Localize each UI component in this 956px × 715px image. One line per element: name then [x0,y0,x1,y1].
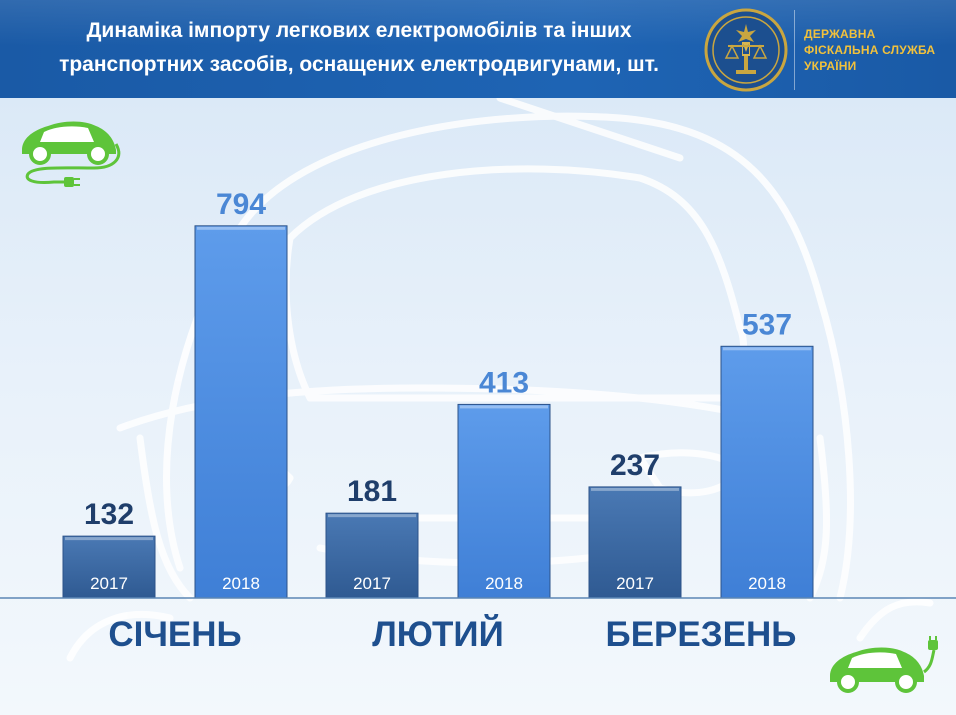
agency-line-1: ДЕРЖАВНА [804,27,876,41]
bars-group: 2017 132 2018 794 2017 181 2018 413 2017 237 2018 5… [62,188,814,599]
header-shine [0,0,956,46]
bar-highlight [197,226,285,230]
bar-year-label: 2018 [222,574,260,593]
title-line-2: транспортних засобів, оснащених електрод… [59,53,659,76]
bar-year-label: 2018 [748,574,786,593]
bar-2018-0 [194,225,288,599]
header-banner: Динаміка імпорту легкових електромобілів… [0,0,956,98]
bar-highlight [328,514,416,518]
bar-value-label: 237 [610,449,660,482]
bar-year-label: 2018 [485,574,523,593]
bar-value-label: 181 [347,475,397,508]
month-label: СІЧЕНЬ [108,615,241,654]
chart-area: 2017 132 2018 794 2017 181 2018 413 2017 237 2018 5… [0,98,956,715]
bar-highlight [65,537,153,541]
title-line-1: Динаміка імпорту легкових електромобілів… [86,19,632,42]
fiscal-service-emblem-icon [704,8,788,92]
bar-year-label: 2017 [90,574,128,593]
bar-2017-2 [588,486,682,599]
bar-2017-0 [62,535,156,599]
bar-chart: 2017 132 2018 794 2017 181 2018 413 2017 237 2018 5… [0,188,956,654]
month-label: ЛЮТИЙ [372,614,503,654]
bar-year-label: 2017 [616,574,654,593]
bar-2018-1 [457,403,551,599]
bar-value-label: 794 [216,188,266,221]
electric-car-plug-icon [830,636,938,693]
bar-2017-1 [325,512,419,599]
bar-value-label: 537 [742,308,792,341]
bar-highlight [723,347,811,351]
month-label: БЕРЕЗЕНЬ [606,615,797,654]
agency-line-2: ФІСКАЛЬНА СЛУЖБА [804,43,936,57]
page-title: Динаміка імпорту легкових електромобілів… [24,14,694,82]
bar-value-label: 413 [479,366,529,399]
bar-value-label: 132 [84,498,134,531]
bar-year-label: 2017 [353,574,391,593]
bar-highlight [460,405,548,409]
bar-highlight [591,487,679,491]
header-divider [794,10,795,90]
bar-2018-2 [720,345,814,599]
month-labels-group: СІЧЕНЬ ЛЮТИЙ БЕРЕЗЕНЬ [108,614,796,654]
agency-line-3: УКРАЇНИ [804,59,857,73]
agency-name: ДЕРЖАВНА ФІСКАЛЬНА СЛУЖБА УКРАЇНИ [804,26,954,74]
electric-car-plug-icon [22,121,121,187]
